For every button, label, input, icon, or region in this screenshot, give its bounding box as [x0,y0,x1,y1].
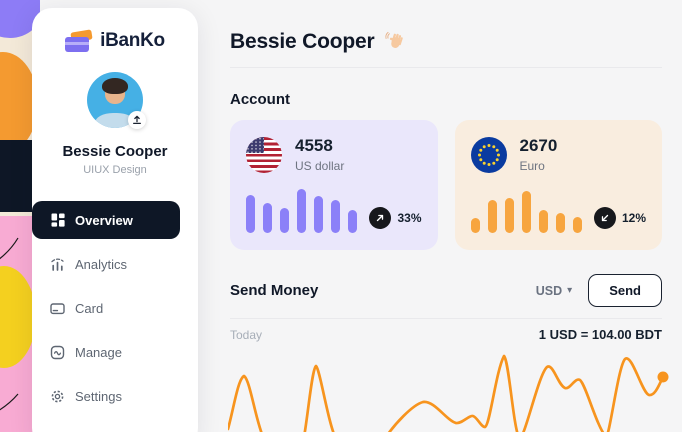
account-cards: 4558 US dollar 33% [230,120,662,250]
sidebar-item-card[interactable]: Card [32,289,180,327]
exchange-rate-chart [226,345,682,432]
euro-change-percent: 12% [621,211,646,225]
usd-trend-badge: 33% [369,207,422,233]
sparkline-bar [331,200,340,233]
euro-trend-badge: 12% [593,207,646,233]
sidebar: iBanKo Bessie Cooper UIUX Design Overvie… [32,8,198,432]
greeting-name: Bessie Cooper [230,30,375,53]
today-label: Today [230,327,263,342]
rate-row: Today 1 USD = 104.00 BDT [230,327,662,342]
euro-currency-label: Euro [519,159,545,173]
sidebar-item-analytics[interactable]: Analytics [32,245,180,283]
usd-currency-label: US dollar [295,159,345,173]
wave-emoji-icon [385,31,404,48]
send-divider [230,318,662,319]
sparkline-bar [487,200,497,233]
dashboard-grid-icon [50,213,65,228]
rate-line [226,354,665,432]
sparkline-bar [280,208,289,233]
upload-avatar-button[interactable] [128,111,146,129]
eu-flag-icon [470,136,507,173]
sparkline-bar [538,210,548,233]
nav-label: Settings [75,388,122,404]
nav-label: Analytics [75,256,128,272]
sparkline-bar [504,198,514,233]
upload-icon [133,115,141,124]
nav-label: Card [75,300,104,316]
usd-change-percent: 33% [397,211,422,225]
send-money-bar: Send Money USD ▾ Send [230,274,662,307]
nav-label: Overview [75,212,133,228]
send-button[interactable]: Send [588,274,662,307]
sparkline-bar [297,189,306,233]
rate-endpoint-dot [657,371,669,383]
us-flag-icon [246,136,282,173]
trend-up-icon [369,207,392,229]
currency-dropdown[interactable]: USD ▾ [536,284,572,298]
euro-sparkline-bars [470,187,582,233]
nav-label: Manage [75,344,122,360]
sparkline-bar [314,196,323,233]
sidebar-item-manage[interactable]: Manage [32,333,180,371]
sparkline-bar [348,210,357,233]
usd-sparkline-bars [246,187,357,233]
profile-role: UIUX Design [83,164,147,176]
profile-name: Bessie Cooper [62,143,168,160]
sidebar-nav: Overview Analytics Card [32,201,180,421]
usd-account-card[interactable]: 4558 US dollar 33% [230,120,438,250]
exchange-rate: 1 USD = 104.00 BDT [538,327,662,342]
euro-balance: 2670 [519,136,558,155]
send-money-title: Send Money [230,282,319,299]
sidebar-item-settings[interactable]: Settings [32,377,180,415]
avatar [87,72,143,128]
sparkline-bar [470,218,480,233]
bank-card-logo-icon [65,28,93,52]
usd-balance: 4558 [295,136,333,155]
app-name: iBanKo [100,30,165,51]
sparkline-bar [521,191,531,233]
currency-selected: USD [535,283,563,298]
sparkline-bar [555,213,565,233]
gear-icon [50,389,65,404]
credit-card-icon [50,301,65,316]
sparkline-bar [572,217,582,233]
sidebar-item-overview[interactable]: Overview [32,201,180,239]
chevron-down-icon: ▾ [567,285,573,296]
main-content: Bessie Cooper Account 4558 US dollar [226,0,669,432]
decorative-lines [0,237,19,411]
account-section-title: Account [230,91,290,108]
page-title: Bessie Cooper [230,30,662,54]
sparkline-bar [246,195,255,233]
analytics-chart-icon [50,257,65,272]
header-divider [230,67,662,68]
trend-down-icon [593,207,616,229]
app-logo: iBanKo [32,28,198,52]
manage-activity-icon [50,345,65,360]
sparkline-bar [263,203,272,233]
euro-account-card[interactable]: 2670 Euro 12% [454,120,662,250]
